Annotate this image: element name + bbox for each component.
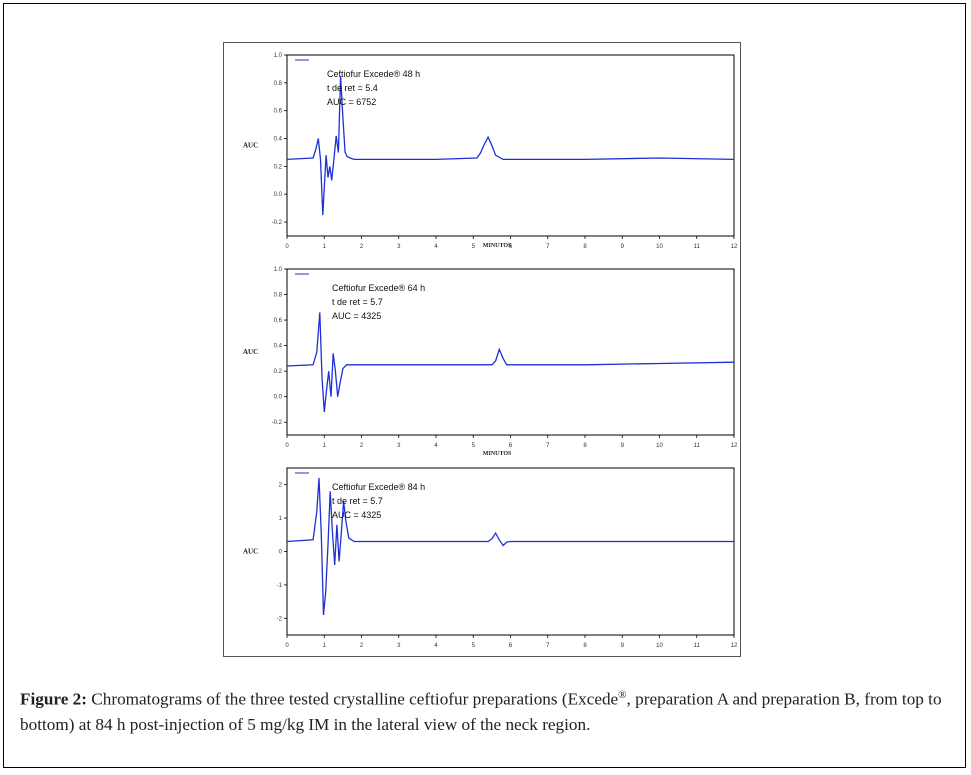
x-tick-label: 2: [360, 443, 364, 449]
y-tick-label: -1: [277, 583, 283, 589]
caption-text-1: Chromatograms of the three tested crysta…: [87, 689, 619, 709]
x-tick-label: 0: [285, 244, 289, 250]
x-tick-label: 9: [621, 244, 625, 250]
plot-area: [286, 467, 735, 636]
figure-caption: Figure 2: Chromatograms of the three tes…: [20, 683, 960, 737]
chromatogram-line: [286, 75, 735, 216]
x-tick-label: 9: [621, 643, 625, 649]
chart-2: 0 1 2 3 4 5 6 7 8 9 10 11 12-0.20.00.20.40.60.81.0AU…: [243, 267, 738, 457]
x-tick-label: 5: [472, 443, 476, 449]
x-tick-label: 0: [285, 643, 289, 649]
y-tick-label: 2: [279, 483, 283, 489]
plot-area: [286, 54, 735, 237]
chromatogram-line: [286, 312, 735, 413]
y-tick-label: 0.0: [274, 192, 283, 198]
y-tick-label: 1: [279, 516, 283, 522]
x-tick-label: 8: [583, 244, 587, 250]
y-tick-label: 0.4: [274, 137, 283, 143]
x-tick-label: 5: [472, 244, 476, 250]
x-tick-label: 1: [323, 443, 327, 449]
x-tick-label: 6: [509, 244, 513, 250]
x-tick-label: 0: [285, 443, 289, 449]
x-tick-label: 5: [472, 643, 476, 649]
x-tick-label: 3: [397, 643, 401, 649]
annotation-line: AUC = 4325: [332, 510, 381, 520]
y-tick-label: 1.0: [274, 53, 283, 59]
x-tick-label: 6: [509, 443, 513, 449]
x-tick-label: 4: [434, 443, 438, 449]
y-tick-label: 0.2: [274, 164, 283, 170]
annotation-line: Ceftiofur Excede® 64 h: [332, 283, 425, 293]
x-tick-label: 10: [656, 443, 663, 449]
x-tick-label: 12: [731, 244, 738, 250]
y-tick-label: 0.0: [274, 395, 283, 401]
x-tick-label: 8: [583, 643, 587, 649]
x-tick-label: 11: [694, 443, 701, 449]
y-tick-label: 1.0: [274, 267, 283, 273]
x-tick-label: 2: [360, 244, 364, 250]
y-tick-label: -2: [277, 616, 283, 622]
y-tick-label: 0.6: [274, 109, 283, 115]
x-tick-label: 10: [656, 244, 663, 250]
x-tick-label: 12: [731, 443, 738, 449]
x-tick-label: 3: [397, 443, 401, 449]
annotation-line: Ceftiofur Excede® 48 h: [327, 69, 420, 79]
chromatogram-line: [286, 477, 734, 616]
y-tick-label: 0.2: [274, 369, 283, 375]
annotation-line: t de ret = 5.7: [332, 297, 383, 307]
x-tick-label: 7: [546, 244, 550, 250]
x-tick-label: 4: [434, 643, 438, 649]
x-tick-label: 1: [323, 643, 327, 649]
x-tick-label: 4: [434, 244, 438, 250]
plot-area: [286, 268, 735, 436]
annotation-line: Ceftiofur Excede® 84 h: [332, 482, 425, 492]
caption-text-2: , preparation A and preparation B, from …: [20, 689, 942, 734]
y-tick-label: 0.8: [274, 293, 283, 299]
x-tick-label: 3: [397, 244, 401, 250]
annotation-line: AUC = 4325: [332, 311, 381, 321]
chromatogram-figure: 0 1 2 3 4 5 6 7 8 9 10 11 12-0.20.00.20.40.60.81.0AU…: [243, 53, 738, 649]
caption-sup: ®: [618, 689, 627, 701]
x-tick-label: 12: [731, 643, 738, 649]
x-axis-label: MINUTOS: [483, 243, 512, 249]
x-tick-label: 1: [323, 244, 327, 250]
x-axis-label: MINUTOS: [483, 451, 512, 457]
y-axis-label: AUC: [243, 142, 258, 150]
y-tick-label: 0.4: [274, 344, 283, 350]
x-tick-label: 11: [694, 244, 701, 250]
x-tick-label: 7: [546, 443, 550, 449]
annotation-line: t de ret = 5.7: [332, 496, 383, 506]
y-tick-label: -0.2: [272, 420, 283, 426]
y-tick-label: 0.8: [274, 81, 283, 87]
y-tick-label: 0.6: [274, 318, 283, 324]
annotation-line: AUC = 6752: [327, 97, 376, 107]
x-tick-label: 9: [621, 443, 625, 449]
y-axis-label: AUC: [243, 548, 258, 556]
chart-1: 0 1 2 3 4 5 6 7 8 9 10 11 12-0.20.00.20.40.60.81.0AU…: [243, 53, 738, 250]
y-tick-label: -0.2: [272, 220, 283, 226]
x-tick-label: 2: [360, 643, 364, 649]
caption-label: Figure 2:: [20, 689, 87, 709]
x-tick-label: 7: [546, 643, 550, 649]
x-tick-label: 6: [509, 643, 513, 649]
annotation-line: t de ret = 5.4: [327, 83, 378, 93]
x-tick-label: 10: [656, 643, 663, 649]
y-axis-label: AUC: [243, 348, 258, 356]
x-tick-label: 11: [694, 643, 701, 649]
y-tick-label: 0: [279, 550, 283, 556]
x-tick-label: 8: [583, 443, 587, 449]
